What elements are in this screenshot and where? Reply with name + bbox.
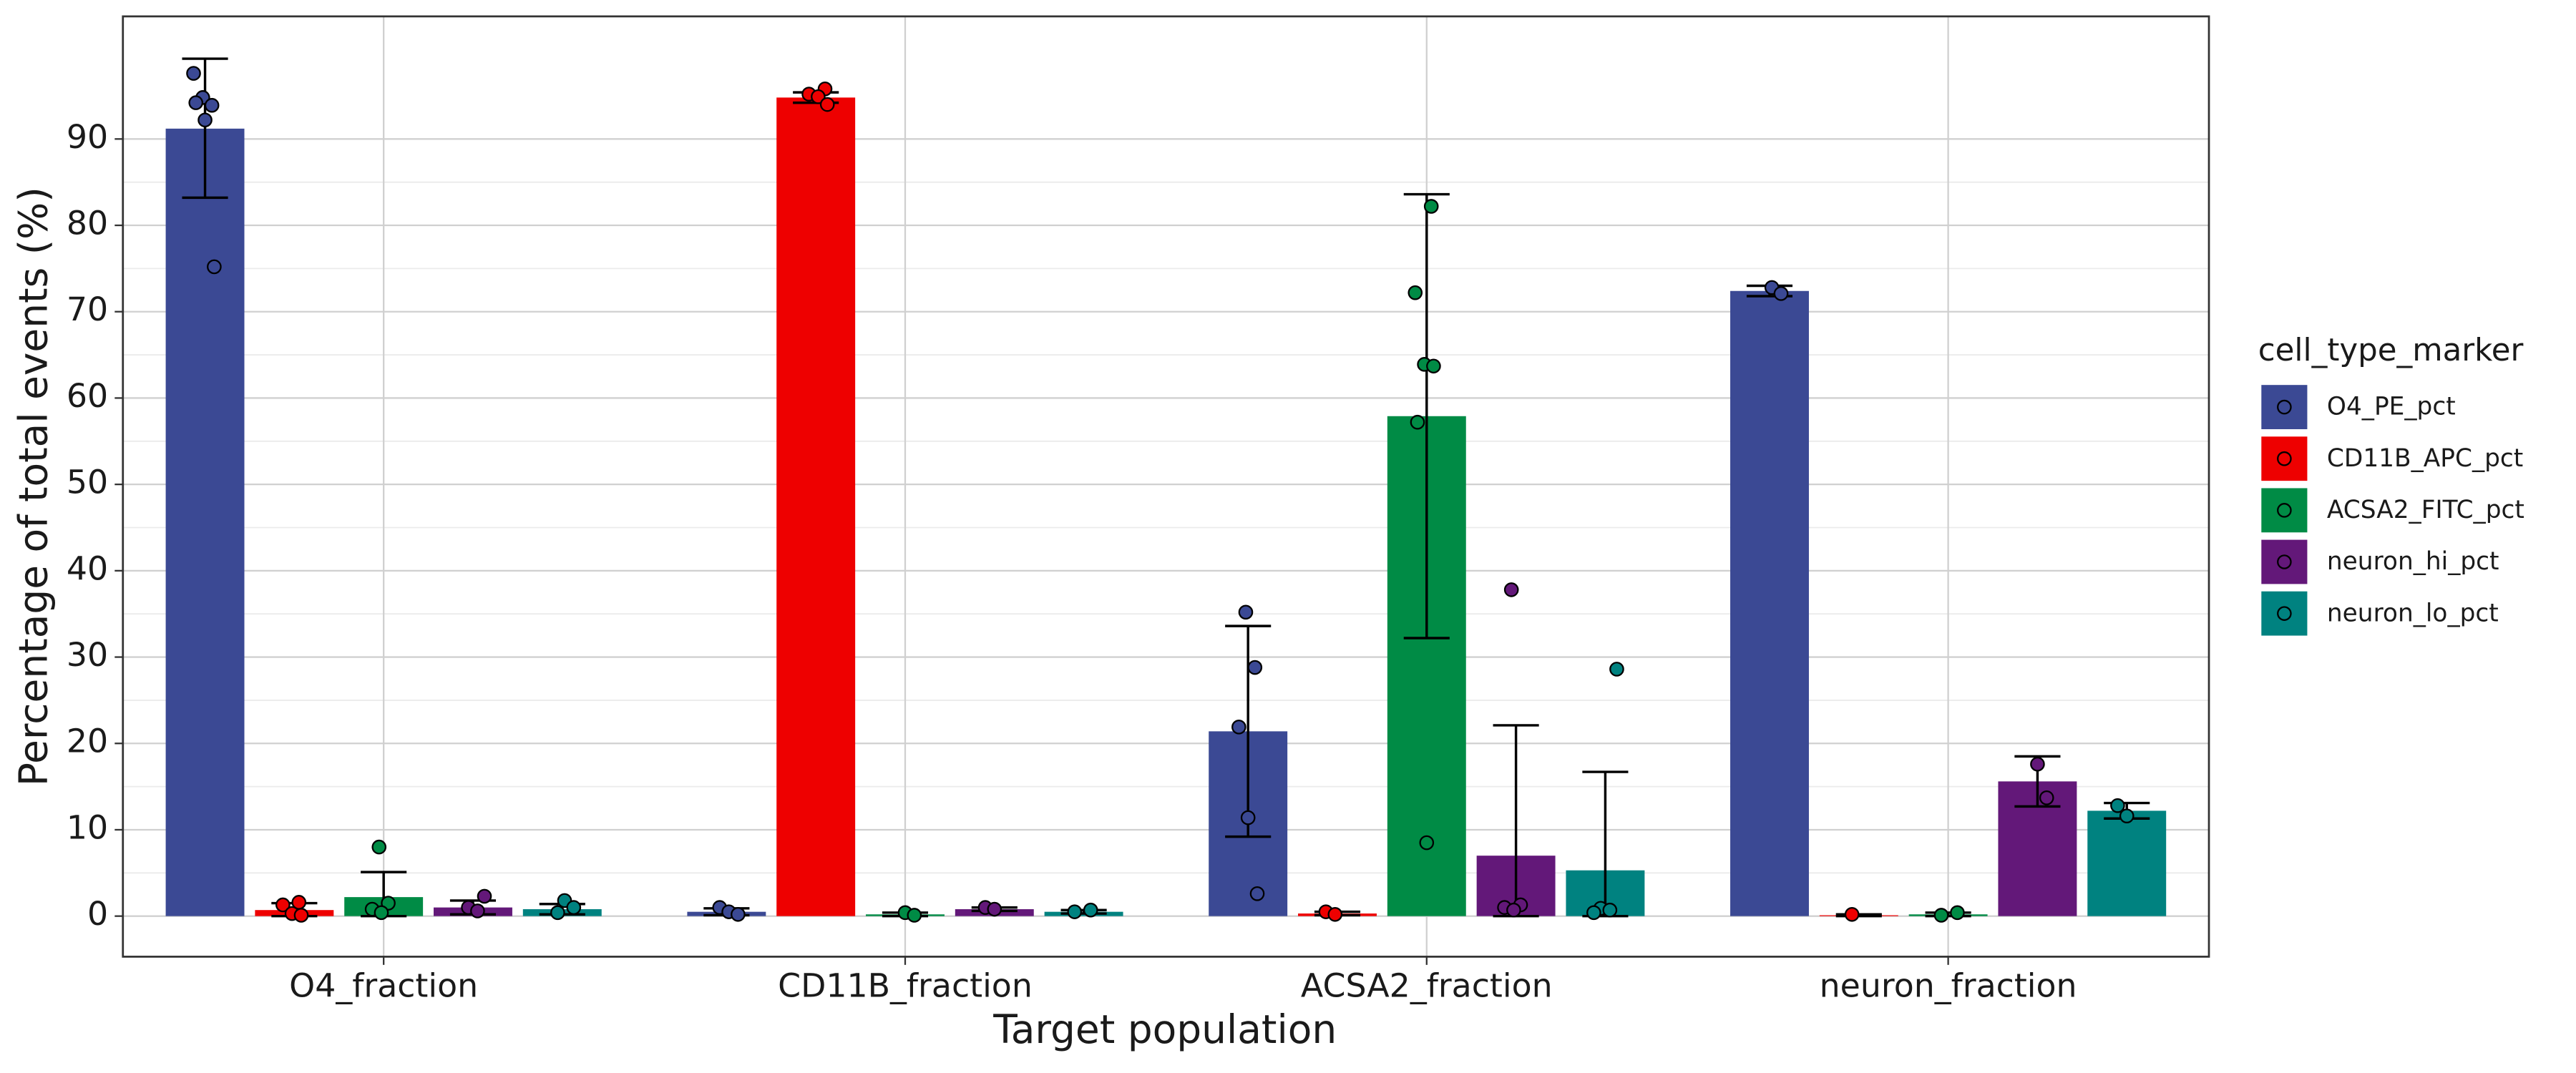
legend-title: cell_type_marker: [2258, 333, 2524, 368]
data-point: [293, 908, 309, 923]
data-point: [1423, 199, 1439, 214]
data-point: [1410, 414, 1425, 430]
data-point: [2039, 790, 2054, 805]
x-tick-label: ACSA2_fraction: [1301, 966, 1553, 1004]
legend-point: [2277, 503, 2292, 518]
data-point: [2110, 798, 2125, 813]
legend-label: O4_PE_pct: [2327, 393, 2456, 421]
data-point: [1327, 906, 1343, 922]
data-point: [550, 905, 565, 921]
data-point: [1083, 902, 1098, 918]
legend-point: [2277, 554, 2292, 569]
data-point: [207, 259, 222, 275]
data-point: [188, 95, 204, 110]
y-tick-label: 10: [67, 808, 108, 846]
data-point: [2119, 808, 2135, 823]
y-tick-label: 80: [67, 204, 108, 242]
marks: [165, 57, 2167, 923]
data-point: [275, 897, 291, 913]
x-tick-label: CD11B_fraction: [778, 966, 1033, 1004]
data-point: [1240, 810, 1256, 825]
data-point: [1249, 886, 1265, 901]
data-point: [1609, 662, 1624, 677]
y-tick-label: 60: [67, 376, 108, 415]
data-point: [1419, 835, 1435, 851]
data-point: [1238, 604, 1254, 620]
y-tick-label: 70: [67, 290, 108, 328]
data-point: [1773, 286, 1789, 301]
bar: [165, 128, 245, 916]
x-tick-label: neuron_fraction: [1820, 966, 2077, 1004]
data-point: [371, 839, 387, 855]
data-point: [731, 906, 746, 922]
x-axis-title: Target population: [992, 1006, 1337, 1052]
y-axis-title: Percentage of total events (%): [11, 187, 57, 786]
plot-border: [122, 15, 2210, 958]
data-point: [907, 908, 922, 923]
data-point: [1426, 358, 1441, 374]
data-point: [477, 888, 492, 904]
bar: [2087, 810, 2167, 916]
data-point: [197, 112, 213, 128]
y-tick-label: 50: [67, 463, 108, 501]
data-point: [1407, 285, 1423, 300]
data-point: [1231, 720, 1246, 735]
bar: [776, 97, 856, 916]
data-point: [987, 901, 1002, 917]
data-point: [1933, 908, 1949, 923]
data-point: [204, 97, 220, 113]
data-point: [186, 66, 201, 81]
data-point: [2030, 756, 2045, 772]
y-tick-label: 90: [67, 117, 108, 156]
legend-label: neuron_hi_pct: [2327, 547, 2499, 576]
data-point: [470, 903, 485, 918]
data-point: [1844, 906, 1860, 922]
plot-background: [122, 16, 2210, 957]
legend-point: [2277, 451, 2292, 466]
data-point: [1503, 582, 1519, 597]
data-point: [566, 900, 582, 915]
x-tick-label: O4_fraction: [289, 966, 478, 1004]
y-tick-label: 40: [67, 549, 108, 587]
data-point: [1586, 905, 1601, 921]
legend-label: neuron_lo_pct: [2327, 599, 2499, 627]
legend-label: ACSA2_FITC_pct: [2327, 496, 2524, 524]
data-point: [1506, 902, 1521, 918]
data-point: [819, 97, 835, 112]
data-point: [1602, 902, 1618, 918]
data-point: [374, 905, 389, 921]
data-point: [1247, 660, 1263, 675]
y-tick-label: 0: [87, 894, 108, 933]
legend-label: CD11B_APC_pct: [2327, 444, 2523, 473]
legend-point: [2277, 399, 2292, 415]
data-point: [811, 89, 826, 104]
data-point: [1067, 904, 1083, 919]
grid: [122, 16, 2210, 957]
bar: [1730, 290, 1809, 916]
data-point: [1950, 905, 1965, 921]
y-tick-label: 20: [67, 722, 108, 760]
y-tick-label: 30: [67, 635, 108, 674]
legend-point: [2277, 606, 2292, 621]
